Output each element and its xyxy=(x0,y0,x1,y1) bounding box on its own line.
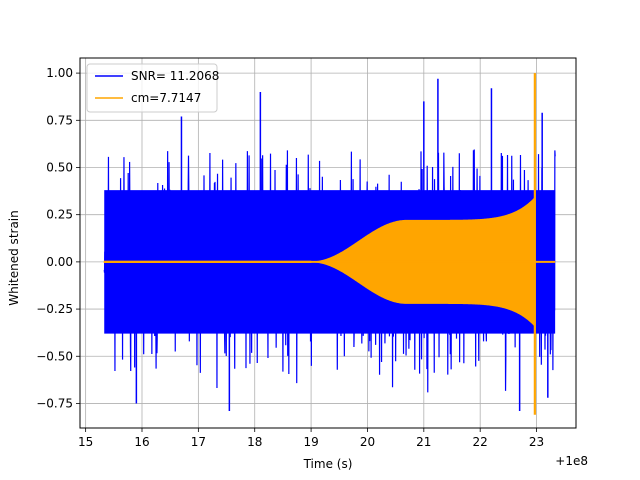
snr-series-line xyxy=(103,149,556,393)
y-tick-label: 0.00 xyxy=(46,255,73,269)
x-axis-label: Time (s) xyxy=(303,457,353,471)
x-tick-label: 19 xyxy=(303,435,318,449)
y-tick-label: −0.25 xyxy=(36,302,73,316)
x-tick-label: 23 xyxy=(529,435,544,449)
axes-frame xyxy=(79,57,577,429)
legend-label-cm: cm=7.7147 xyxy=(131,91,201,105)
x-offset-label: +1e8 xyxy=(555,454,588,468)
x-tick-label: 16 xyxy=(134,435,149,449)
x-tick-label: 21 xyxy=(416,435,431,449)
plot-area xyxy=(103,73,556,415)
y-tick-label: 1.00 xyxy=(46,66,73,80)
axes-spines xyxy=(79,57,577,429)
x-tick-label: 22 xyxy=(473,435,488,449)
y-tick-label: 0.75 xyxy=(46,113,73,127)
y-ticks: −0.75 −0.50 −0.25 0.00 0.25 0.50 0.75 1.00 xyxy=(36,66,80,410)
y-tick-label: −0.75 xyxy=(36,396,73,410)
y-tick-label: −0.50 xyxy=(36,349,73,363)
x-tick-label: 20 xyxy=(360,435,375,449)
legend-label-snr: SNR= 11.2068 xyxy=(131,69,219,83)
x-tick-label: 17 xyxy=(191,435,206,449)
y-tick-label: 0.50 xyxy=(46,160,73,174)
y-tick-label: 0.25 xyxy=(46,208,73,222)
x-tick-label: 15 xyxy=(78,435,93,449)
x-ticks: 15 16 17 18 19 20 21 22 23 xyxy=(78,428,544,449)
x-tick-label: 18 xyxy=(247,435,262,449)
legend: SNR= 11.2068 cm=7.7147 xyxy=(86,63,219,113)
y-axis-label: Whitened strain xyxy=(7,210,21,306)
